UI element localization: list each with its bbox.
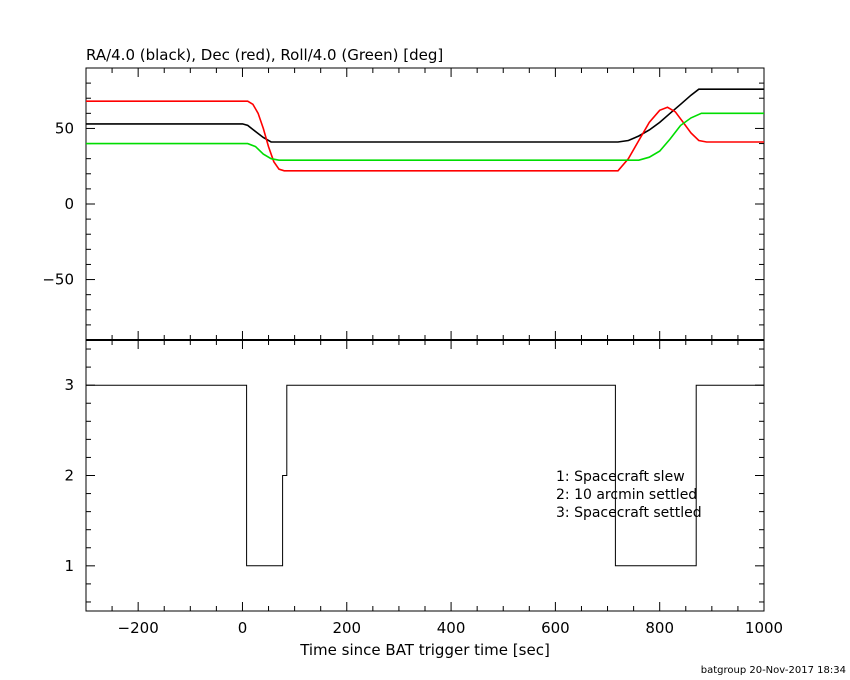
x-tick-label: 600 xyxy=(541,619,570,637)
x-tick-label: 400 xyxy=(437,619,466,637)
legend-entry-settled: 3: Spacecraft settled xyxy=(556,505,702,521)
y-tick-label: 0 xyxy=(64,195,74,213)
x-tick-label: 0 xyxy=(238,619,248,637)
y-tick-label: 50 xyxy=(55,119,74,137)
y-tick-label: 2 xyxy=(64,467,74,485)
chart-title: RA/4.0 (black), Dec (red), Roll/4.0 (Gre… xyxy=(86,46,443,64)
bottom-panel: 1 2 3 −200 0 200 400 600 800 1000 xyxy=(64,339,783,637)
x-tick-label: 1000 xyxy=(745,619,783,637)
x-tick-label: 800 xyxy=(645,619,674,637)
x-axis-label: Time since BAT trigger time [sec] xyxy=(299,641,550,659)
legend: 1: Spacecraft slew 2: 10 arcmin settled … xyxy=(556,469,702,521)
legend-entry-slew: 1: Spacecraft slew xyxy=(556,469,685,485)
series-line-0-0 xyxy=(86,88,764,143)
y-tick-label: 3 xyxy=(64,376,74,394)
y-tick-label: 1 xyxy=(64,557,74,575)
footer-credit: batgroup 20-Nov-2017 18:34 xyxy=(701,665,846,676)
y-tick-label: −50 xyxy=(42,271,74,289)
series-line-1-0 xyxy=(86,384,764,567)
x-tick-label: −200 xyxy=(118,619,159,637)
series-line-0-1 xyxy=(86,100,764,172)
legend-entry-10-arcmin: 2: 10 arcmin settled xyxy=(556,487,697,503)
top-panel: −50 0 50 xyxy=(42,67,765,341)
x-tick-label: 200 xyxy=(332,619,361,637)
series-line-0-2 xyxy=(86,112,764,161)
